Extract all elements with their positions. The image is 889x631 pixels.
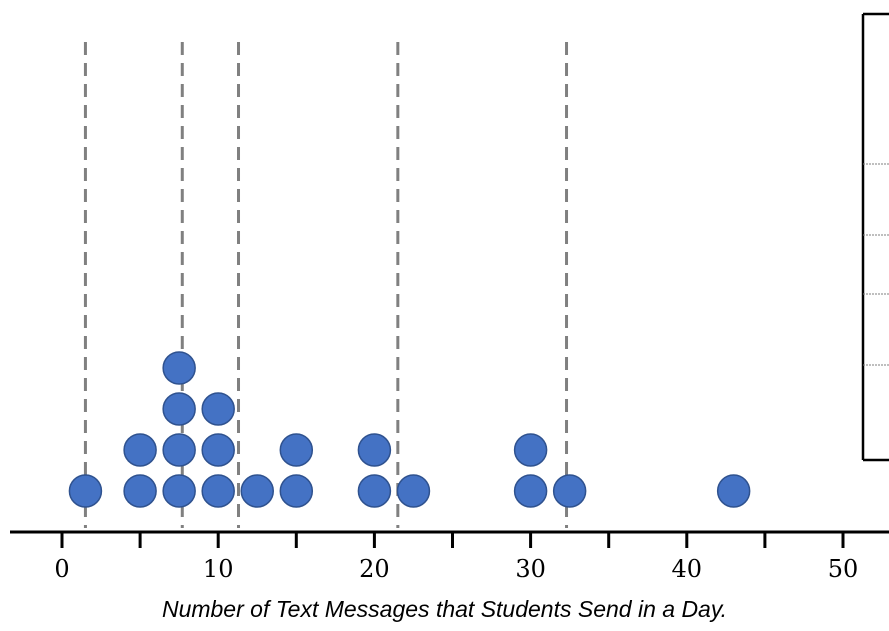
data-dot: [279, 433, 314, 467]
data-dot: [201, 474, 235, 508]
data-dot: [162, 433, 196, 467]
data-dot: [162, 474, 196, 508]
x-axis-title: Number of Text Messages that Students Se…: [161, 596, 728, 622]
data-dot: [279, 474, 314, 508]
side-panel: [861, 12, 889, 462]
data-dot: [201, 392, 235, 426]
data-dot: [357, 474, 392, 508]
data-dot: [552, 474, 587, 508]
x-axis-tick-label: 20: [359, 555, 390, 583]
x-axis-tick-label: 40: [672, 555, 703, 583]
x-axis: 0 10 20 30 40 50: [10, 530, 889, 583]
data-dot: [68, 474, 103, 508]
data-dot: [396, 474, 431, 508]
data-dot: [201, 433, 235, 467]
data-dot: [513, 474, 548, 508]
x-axis-tick-label: 0: [54, 555, 69, 583]
data-dot: [240, 474, 274, 508]
data-dot: [357, 433, 392, 467]
reference-lines: [83, 42, 569, 528]
data-dot: [513, 433, 548, 467]
data-dot: [162, 351, 196, 385]
x-axis-tick-label: 50: [828, 555, 859, 583]
data-dot: [123, 433, 157, 467]
data-dot: [123, 474, 157, 508]
data-dots: [68, 351, 751, 508]
x-axis-tick-label: 30: [515, 555, 546, 583]
data-dot: [162, 392, 196, 426]
data-dot: [716, 474, 751, 508]
x-axis-tick-label: 10: [203, 555, 234, 583]
